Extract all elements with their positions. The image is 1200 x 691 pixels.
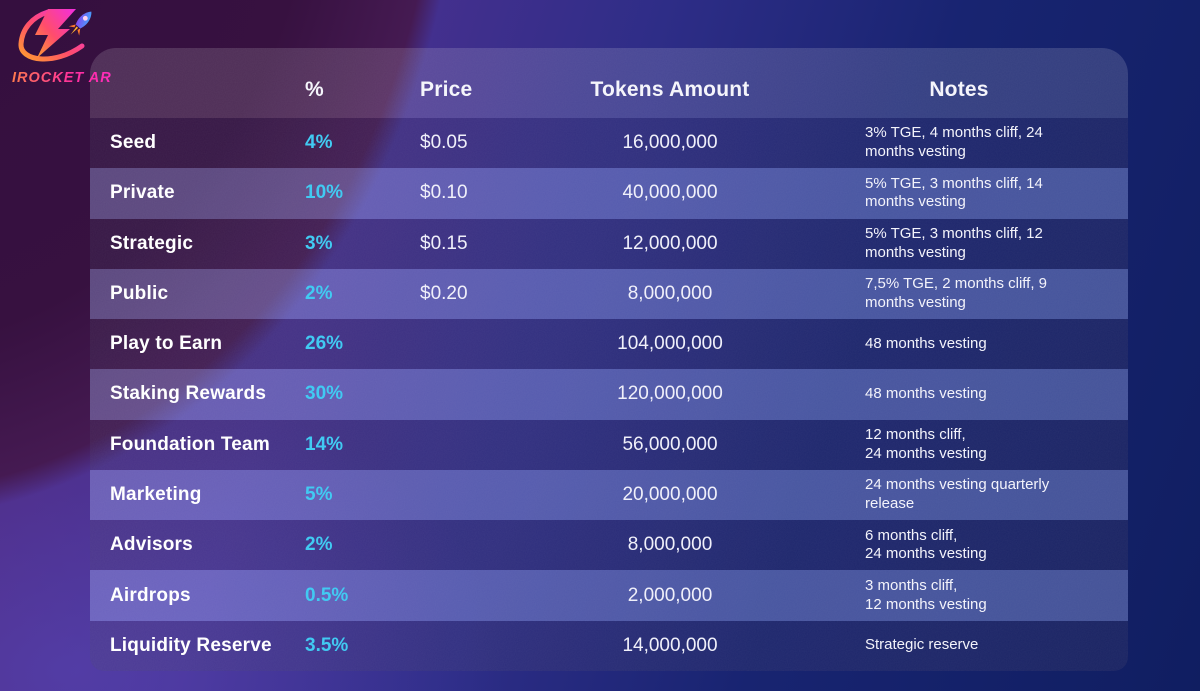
tokens-cell: 2,000,000 bbox=[627, 584, 713, 606]
table-row: Seed 4% $0.05 16,000,000 3% TGE, 4 month… bbox=[90, 118, 1128, 169]
header-percent: % bbox=[305, 78, 324, 101]
table-header: % Price Tokens Amount Notes bbox=[90, 48, 1128, 118]
percent-cell: 2% bbox=[305, 282, 333, 304]
percent-cell: 3.5% bbox=[305, 634, 349, 656]
price-cell: $0.20 bbox=[420, 282, 468, 304]
table-row: Staking Rewards 30% 120,000,000 48 month… bbox=[90, 369, 1128, 420]
header-notes: Notes bbox=[929, 78, 989, 101]
notes-cell: 6 months cliff, 24 months vesting bbox=[865, 526, 987, 563]
brand-text: IROCKET AR bbox=[12, 70, 122, 86]
rocket-icon bbox=[68, 11, 92, 36]
category-cell: Marketing bbox=[110, 483, 202, 505]
notes-cell: 24 months vesting quarterly release bbox=[865, 476, 1050, 512]
percent-cell: 2% bbox=[305, 534, 333, 556]
header-price: Price bbox=[420, 78, 473, 101]
category-cell: Play to Earn bbox=[110, 333, 223, 355]
percent-cell: 30% bbox=[305, 383, 344, 405]
logo-icon bbox=[18, 9, 92, 62]
tokens-cell: 16,000,000 bbox=[622, 132, 718, 154]
tokens-cell: 120,000,000 bbox=[617, 383, 723, 405]
bolt-icon bbox=[35, 9, 76, 58]
table-row: Public 2% $0.20 8,000,000 7,5% TGE, 2 mo… bbox=[90, 268, 1128, 320]
notes-cell: 48 months vesting bbox=[865, 334, 987, 352]
percent-cell: 14% bbox=[305, 433, 344, 455]
category-cell: Strategic bbox=[110, 232, 194, 254]
header-tokens-amount: Tokens Amount bbox=[590, 78, 750, 101]
notes-cell: 5% TGE, 3 months cliff, 14 months vestin… bbox=[865, 174, 1043, 211]
table-row: Liquidity Reserve 3.5% 14,000,000 Strate… bbox=[90, 620, 1128, 671]
table-row: Foundation Team 14% 56,000,000 12 months… bbox=[90, 419, 1128, 470]
category-cell: Foundation Team bbox=[110, 433, 270, 455]
tokenomics-panel: % Price Tokens Amount Notes Seed 4% $0.0… bbox=[90, 48, 1128, 671]
tokens-cell: 20,000,000 bbox=[622, 483, 718, 505]
logo: IROCKET AR bbox=[12, 6, 122, 86]
price-cell: $0.10 bbox=[420, 182, 468, 204]
table-row: Play to Earn 26% 104,000,000 48 months v… bbox=[90, 319, 1128, 370]
tokens-cell: 40,000,000 bbox=[622, 182, 718, 204]
percent-cell: 4% bbox=[305, 132, 333, 154]
notes-cell: Strategic reserve bbox=[865, 636, 979, 654]
table-row: Private 10% $0.10 40,000,000 5% TGE, 3 m… bbox=[90, 168, 1128, 219]
table-row: Strategic 3% $0.15 12,000,000 5% TGE, 3 … bbox=[90, 218, 1128, 269]
tokens-cell: 8,000,000 bbox=[627, 534, 713, 556]
table-row: Advisors 2% 8,000,000 6 months cliff, 24… bbox=[90, 520, 1128, 571]
tokens-cell: 56,000,000 bbox=[622, 433, 718, 455]
percent-cell: 26% bbox=[305, 333, 344, 355]
percent-cell: 0.5% bbox=[305, 584, 349, 606]
tokens-cell: 14,000,000 bbox=[622, 634, 718, 656]
category-cell: Staking Rewards bbox=[110, 383, 267, 405]
tokens-cell: 12,000,000 bbox=[622, 232, 718, 254]
percent-cell: 5% bbox=[305, 483, 333, 505]
notes-cell: 48 months vesting bbox=[865, 385, 987, 403]
notes-cell: 5% TGE, 3 months cliff, 12 months vestin… bbox=[865, 224, 1043, 261]
category-cell: Airdrops bbox=[110, 584, 191, 606]
category-cell: Advisors bbox=[110, 534, 193, 556]
notes-cell: 7,5% TGE, 2 months cliff, 9 months vesti… bbox=[865, 275, 1048, 311]
table-row: Airdrops 0.5% 2,000,000 3 months cliff, … bbox=[90, 570, 1128, 621]
category-cell: Private bbox=[110, 182, 175, 204]
percent-cell: 10% bbox=[305, 182, 344, 204]
swoosh-icon bbox=[18, 9, 85, 62]
notes-cell: 3% TGE, 4 months cliff, 24 months vestin… bbox=[865, 124, 1043, 161]
category-cell: Liquidity Reserve bbox=[110, 634, 272, 656]
tokens-cell: 104,000,000 bbox=[617, 333, 723, 355]
price-cell: $0.15 bbox=[420, 232, 468, 254]
table-row: Marketing 5% 20,000,000 24 months vestin… bbox=[90, 469, 1128, 521]
percent-cell: 3% bbox=[305, 232, 333, 254]
notes-cell: 12 months cliff, 24 months vesting bbox=[865, 425, 987, 462]
notes-cell: 3 months cliff, 12 months vesting bbox=[865, 576, 987, 613]
header-category bbox=[90, 102, 285, 118]
tokens-cell: 8,000,000 bbox=[627, 282, 713, 304]
category-cell: Seed bbox=[110, 132, 157, 154]
category-cell: Public bbox=[110, 282, 169, 304]
price-cell: $0.05 bbox=[420, 132, 468, 154]
table-body: Seed 4% $0.05 16,000,000 3% TGE, 4 month… bbox=[90, 118, 1128, 671]
